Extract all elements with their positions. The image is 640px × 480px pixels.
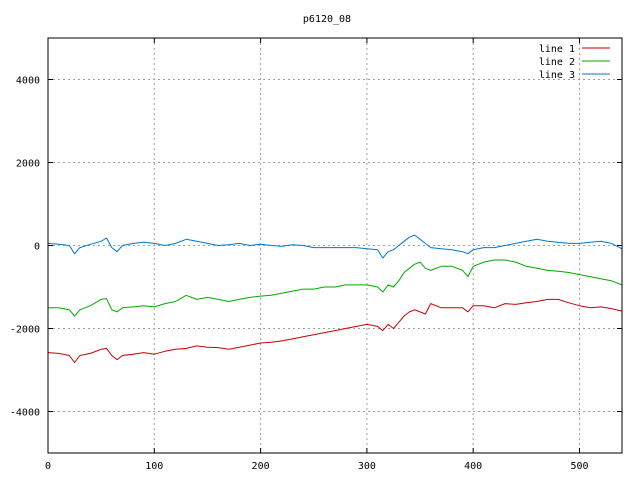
series-line-2 bbox=[48, 259, 623, 317]
y-tick-label: 0 bbox=[34, 242, 40, 253]
x-tick-label: 400 bbox=[464, 461, 482, 472]
y-tick-label: 4000 bbox=[16, 76, 40, 87]
y-tick-label: -2000 bbox=[10, 325, 40, 336]
y-tick-label: 2000 bbox=[16, 159, 40, 170]
y-tick-label: -4000 bbox=[10, 408, 40, 419]
series-group bbox=[47, 234, 623, 363]
axes: 0 100 200 300 400 500 -4000 -2000 0 2000 4000 bbox=[10, 38, 622, 472]
x-tick-label: 300 bbox=[358, 461, 376, 472]
legend-label-3: line 3 bbox=[539, 70, 575, 81]
series-line-1 bbox=[47, 298, 623, 363]
series-line-3 bbox=[47, 234, 623, 259]
x-tick-label: 200 bbox=[252, 461, 270, 472]
x-tick-label: 100 bbox=[145, 461, 163, 472]
x-tick-label: 0 bbox=[45, 461, 51, 472]
legend-label-2: line 2 bbox=[539, 57, 575, 68]
legend: line 1 line 2 line 3 bbox=[539, 44, 610, 81]
legend-label-1: line 1 bbox=[539, 44, 575, 55]
x-tick-label: 500 bbox=[570, 461, 588, 472]
grid bbox=[48, 38, 622, 453]
chart-title: p6120_08 bbox=[303, 14, 351, 25]
